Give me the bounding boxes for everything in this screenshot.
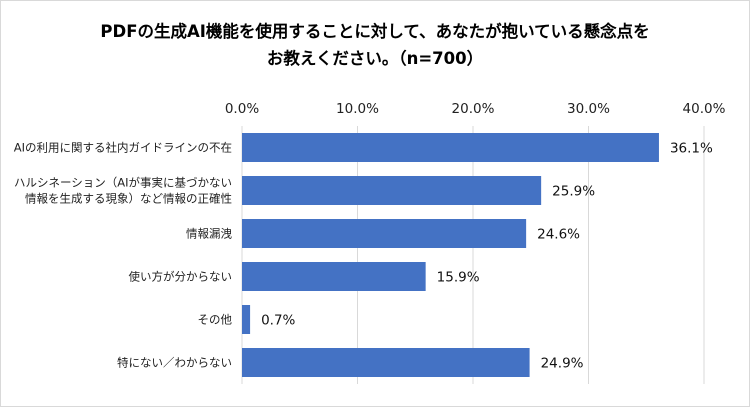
bar [242, 262, 426, 291]
x-tick-label: 40.0% [683, 101, 726, 117]
x-tick-label: 30.0% [567, 101, 610, 117]
category-label: 使い方が分からない [129, 270, 233, 284]
data-label: 15.9% [437, 270, 480, 286]
bar [242, 133, 659, 162]
data-label: 36.1% [670, 141, 713, 157]
data-label: 24.6% [537, 227, 580, 243]
bar [242, 348, 530, 377]
chart-title-line-1: PDFの生成AI機能を使用することに対して、あなたが抱いている懸念点を [100, 22, 650, 41]
x-tick-label: 0.0% [225, 101, 259, 117]
data-label: 25.9% [552, 184, 595, 200]
category-label: その他 [198, 313, 233, 327]
chart-title-line-2: お教えください。（n=700） [266, 49, 484, 68]
x-tick-label: 20.0% [452, 101, 495, 117]
bar [242, 305, 251, 334]
x-tick-label: 10.0% [336, 101, 379, 117]
data-label: 0.7% [261, 313, 295, 329]
category-label: AIの利用に関する社内ガイドラインの不在 [14, 141, 232, 155]
bar [242, 176, 542, 205]
category-label: 特にない／わからない [117, 356, 232, 370]
category-label: 情報を生成する現象）など情報の正確性 [25, 192, 232, 206]
data-label: 24.9% [541, 356, 584, 372]
category-label: ハルシネーション（AIが事実に基づかない [14, 176, 232, 190]
category-label: 情報漏洩 [186, 227, 232, 241]
bar [242, 219, 527, 248]
chart-title: PDFの生成AI機能を使用することに対して、あなたが抱いている懸念点を お教えく… [0, 18, 750, 72]
